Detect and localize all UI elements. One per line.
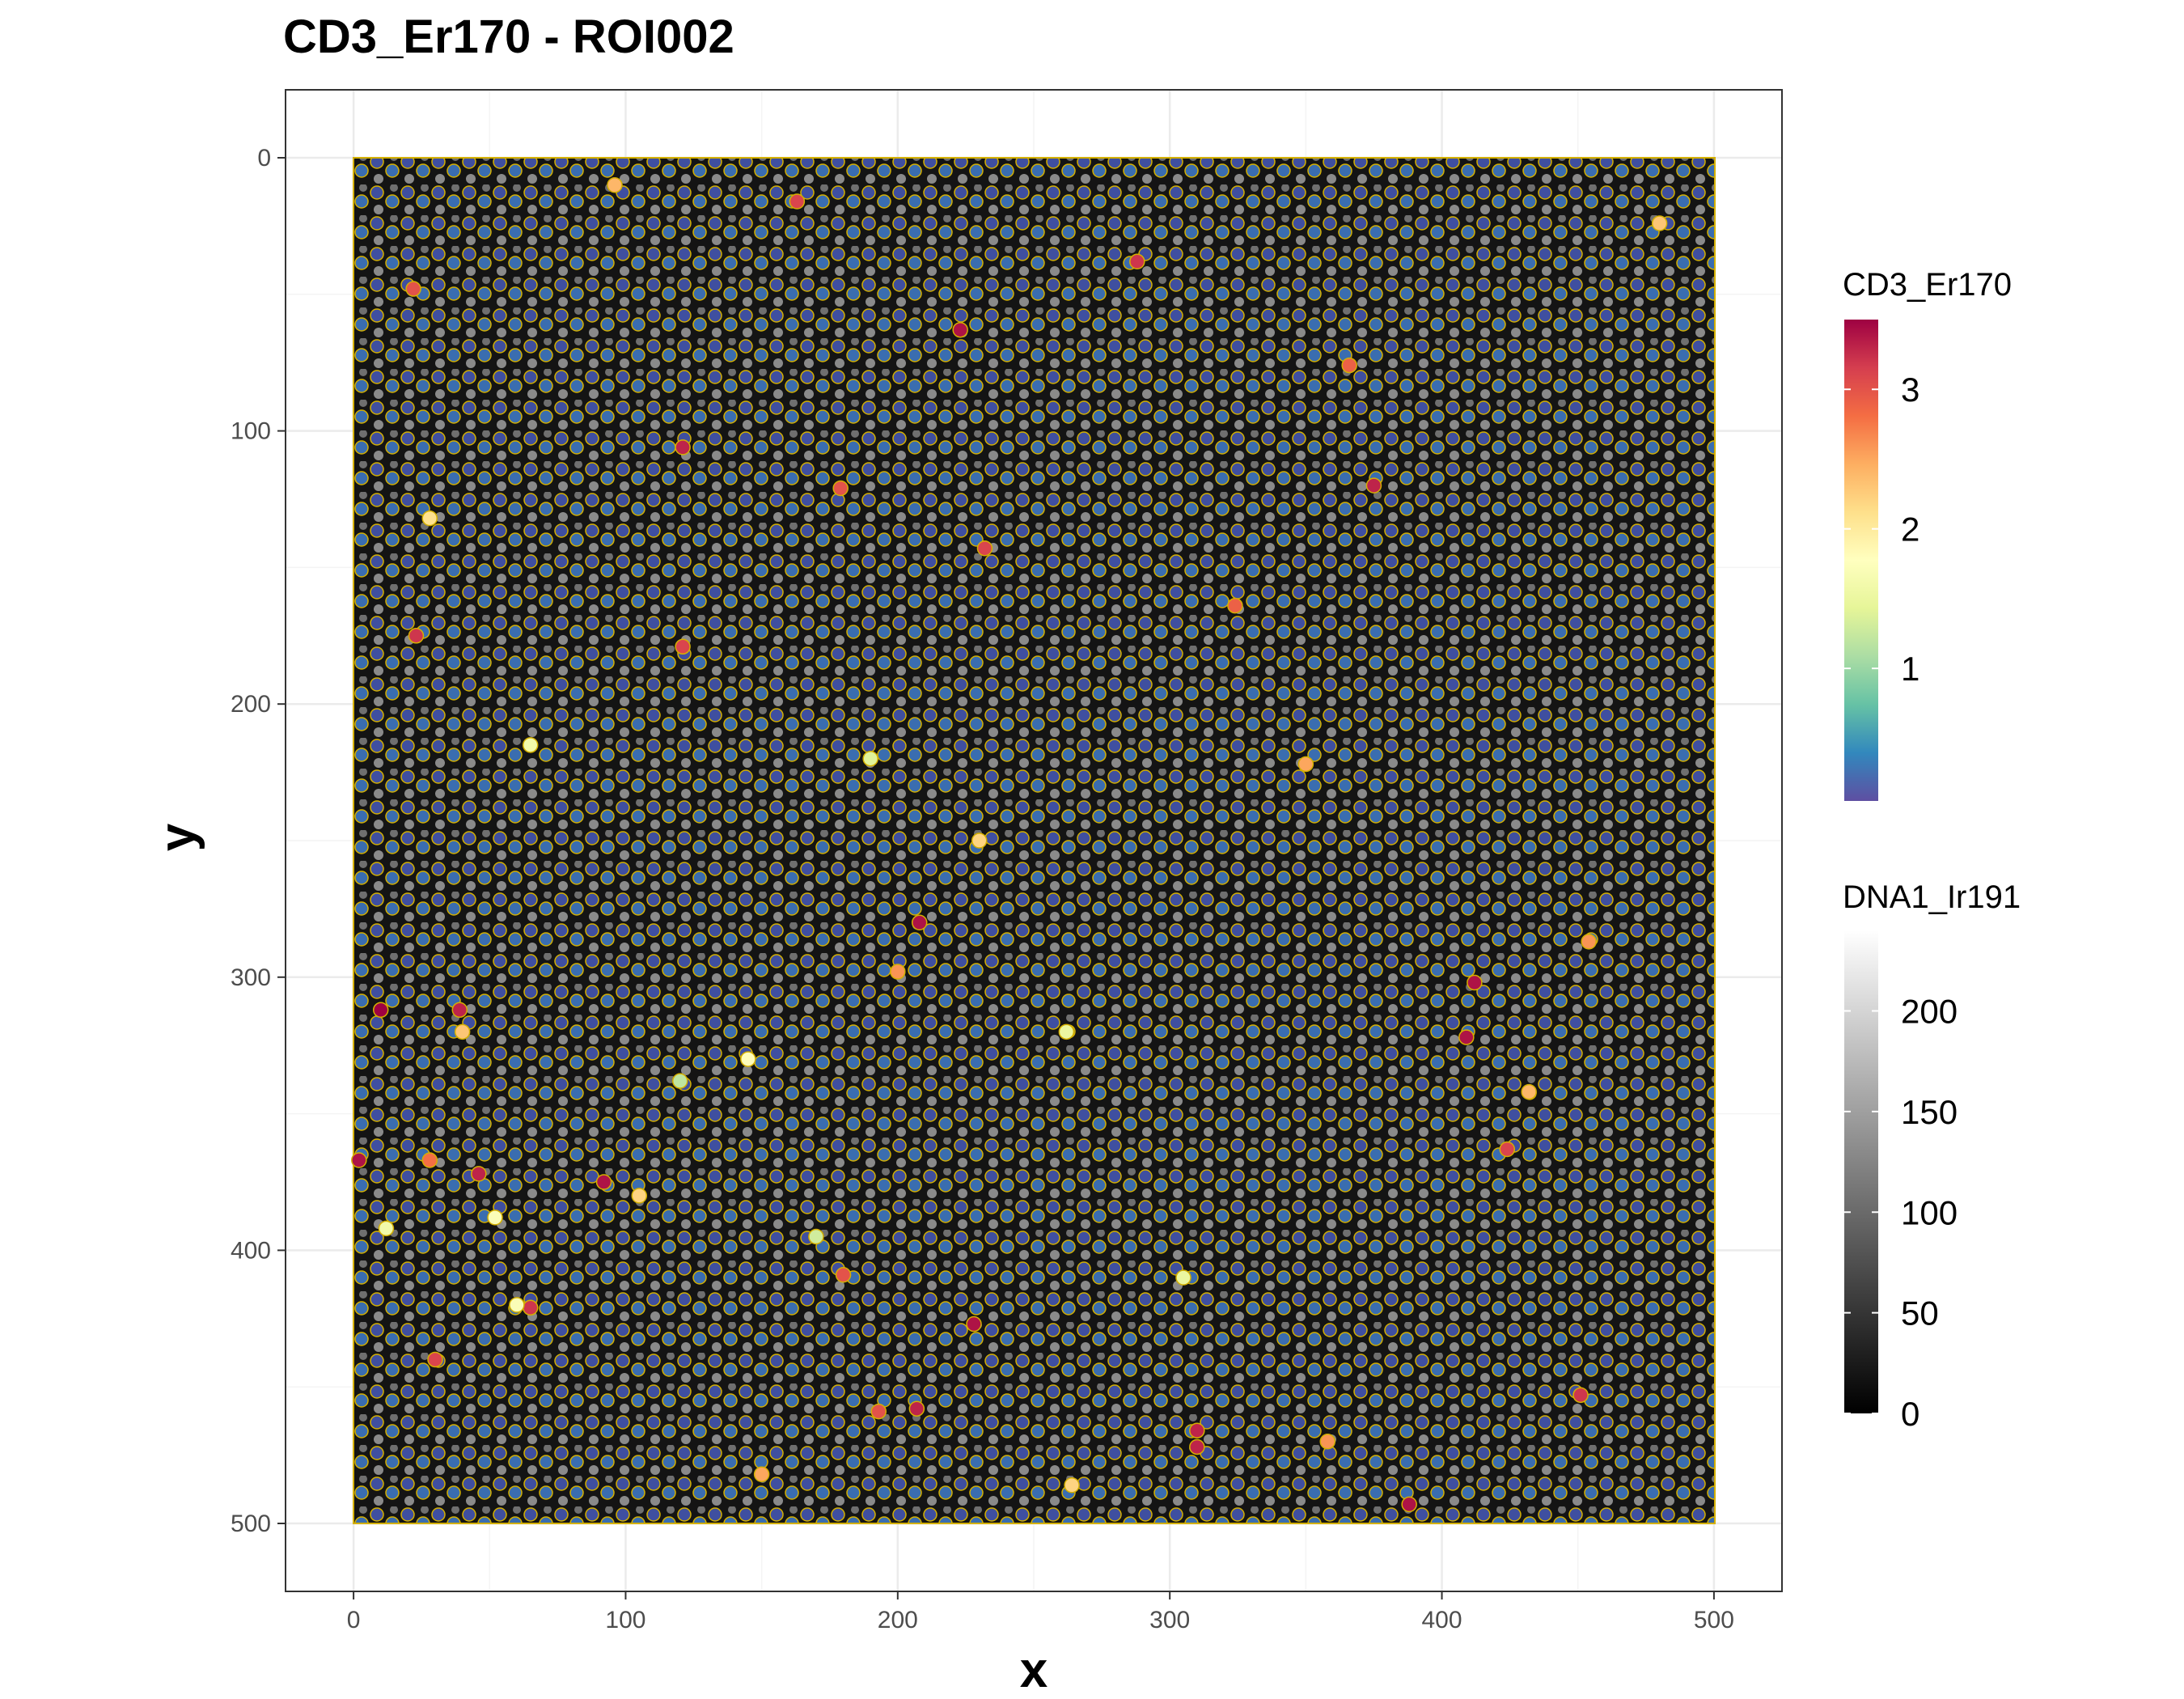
cd3-point: [1365, 477, 1382, 494]
cd3-point: [427, 1351, 443, 1368]
cd3-point: [1581, 934, 1597, 950]
cd3-point: [675, 439, 691, 455]
cd3-point: [971, 833, 988, 849]
legend-tick-label: 200: [1901, 993, 1958, 1031]
cd3-point: [862, 750, 878, 767]
cd3-point: [487, 1210, 503, 1226]
legend-cd3-colorbar: [1844, 320, 1878, 801]
x-tick-label: 300: [1149, 1607, 1190, 1633]
y-tick-label: 300: [231, 964, 271, 991]
cd3-point: [378, 1220, 395, 1237]
y-tick-label: 100: [231, 418, 271, 445]
cd3-point: [471, 1166, 487, 1182]
cd3-point: [351, 1152, 367, 1168]
cd3-point: [870, 1403, 887, 1420]
x-axis-title: x: [1020, 1642, 1048, 1698]
legend-dna-ticks: 0 50 100 150 200: [1844, 993, 1958, 1433]
y-tick-label: 0: [257, 145, 271, 172]
x-tick-label: 400: [1422, 1607, 1462, 1633]
cd3-point: [1227, 597, 1243, 614]
x-tick-label: 100: [605, 1607, 645, 1633]
legend-tick-label: 50: [1901, 1294, 1939, 1333]
cd3-point: [421, 510, 438, 527]
cd3-point: [1175, 1269, 1191, 1286]
cd3-point: [1319, 1433, 1336, 1450]
legend-tick-label: 3: [1901, 371, 1919, 409]
cd3-point: [808, 1228, 824, 1245]
legend-dna: DNA1_Ir191 0 50 100 150 200: [1843, 879, 2021, 1433]
cd3-point: [421, 1152, 438, 1168]
cd3-point: [1129, 253, 1145, 270]
cd3-point: [607, 177, 623, 193]
cd3-point: [1458, 1029, 1475, 1045]
y-tick-label: 200: [231, 691, 271, 718]
legend-tick-label: 1: [1901, 650, 1919, 688]
cd3-point: [1058, 1023, 1075, 1040]
dna-image-edge: [353, 157, 1716, 1524]
y-axis-ticks: 0 100 200 300 400 500: [231, 145, 286, 1537]
cd3-point: [952, 321, 968, 338]
y-tick-label: 400: [231, 1237, 271, 1264]
cd3-point: [890, 964, 906, 980]
cd3-point: [595, 1174, 612, 1190]
cd3-point: [1297, 756, 1314, 773]
legend-cd3: CD3_Er170 1 2 3: [1843, 267, 2012, 801]
x-tick-label: 200: [878, 1607, 918, 1633]
chart-title: CD3_Er170 - ROI002: [283, 11, 734, 63]
cd3-point: [740, 1051, 756, 1067]
dna-background-image: [353, 157, 1716, 1524]
cd3-point: [454, 1023, 471, 1040]
cd3-point: [753, 1466, 770, 1482]
x-axis-ticks: 0 100 200 300 400 500: [347, 1591, 1734, 1633]
legend-dna-title: DNA1_Ir191: [1843, 879, 2021, 915]
dna-image-base: [353, 158, 1715, 1523]
cd3-point: [1189, 1422, 1205, 1438]
legend-tick-label: 2: [1901, 511, 1919, 549]
cd3-point: [835, 1267, 852, 1283]
cd3-point: [1064, 1477, 1080, 1494]
y-tick-label: 500: [231, 1510, 271, 1537]
cd3-point: [1521, 1083, 1537, 1100]
cd3-point: [509, 1297, 525, 1313]
cd3-point: [522, 737, 539, 753]
cd3-point: [405, 281, 421, 297]
cd3-point: [408, 628, 425, 644]
cd3-point: [966, 1316, 982, 1333]
cd3-point: [976, 540, 993, 557]
cd3-point: [911, 914, 928, 931]
plot-panel-border: [285, 89, 1783, 1592]
cd3-points: [351, 177, 1668, 1513]
cd3-point: [908, 1400, 925, 1417]
cd3-point: [1401, 1496, 1417, 1513]
cd3-point: [631, 1188, 648, 1204]
legend-cd3-title: CD3_Er170: [1843, 267, 2012, 303]
cd3-point: [1499, 1141, 1516, 1158]
cd3-point: [675, 638, 691, 655]
cd3-point: [1189, 1438, 1205, 1455]
legend-tick-label: 0: [1901, 1395, 1919, 1433]
cd3-point: [832, 480, 849, 497]
x-tick-label: 0: [347, 1607, 361, 1633]
cd3-point: [1651, 215, 1668, 231]
x-tick-label: 500: [1694, 1607, 1734, 1633]
cd3-point: [1572, 1387, 1589, 1404]
cd3-point: [451, 1002, 468, 1019]
legend-dna-colorbar: [1844, 930, 1878, 1413]
cd3-point: [522, 1299, 539, 1316]
y-axis-title: y: [150, 823, 205, 851]
legend-cd3-ticks: 1 2 3: [1844, 371, 1919, 688]
cd3-point: [1341, 357, 1357, 374]
legend-tick-label: 100: [1901, 1193, 1958, 1231]
cd3-point: [789, 193, 806, 210]
cd3-point: [372, 1002, 389, 1019]
cd3-point: [1467, 974, 1483, 991]
cd3-point: [671, 1073, 688, 1089]
legend-tick-label: 150: [1901, 1093, 1958, 1131]
